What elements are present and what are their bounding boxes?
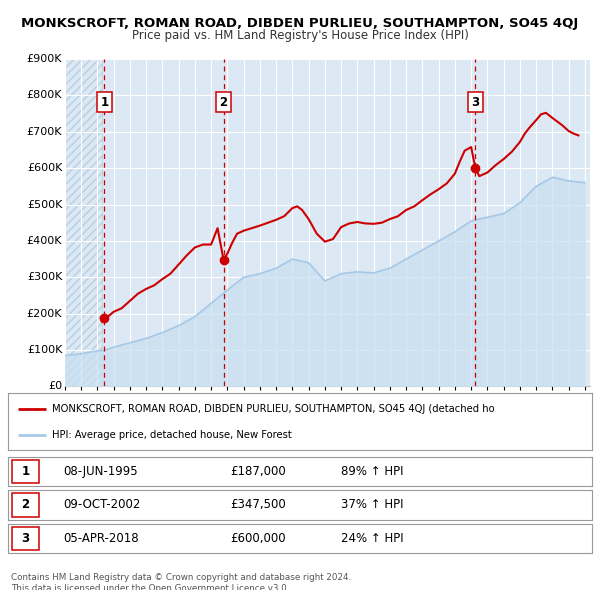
Text: £600K: £600K [27, 163, 62, 173]
FancyBboxPatch shape [13, 493, 39, 517]
FancyBboxPatch shape [13, 460, 39, 483]
Text: £100K: £100K [27, 345, 62, 355]
Text: 89% ↑ HPI: 89% ↑ HPI [341, 465, 403, 478]
FancyBboxPatch shape [13, 527, 39, 550]
Text: £900K: £900K [26, 54, 62, 64]
Text: £0: £0 [48, 382, 62, 391]
Text: £187,000: £187,000 [230, 465, 286, 478]
Text: 3: 3 [21, 532, 29, 545]
Text: 2: 2 [21, 499, 29, 512]
Text: 24% ↑ HPI: 24% ↑ HPI [341, 532, 404, 545]
Text: £500K: £500K [27, 199, 62, 209]
Text: 09-OCT-2002: 09-OCT-2002 [64, 499, 140, 512]
Text: £200K: £200K [26, 309, 62, 319]
Text: 1: 1 [21, 465, 29, 478]
Text: Price paid vs. HM Land Registry's House Price Index (HPI): Price paid vs. HM Land Registry's House … [131, 30, 469, 42]
Text: £400K: £400K [26, 236, 62, 246]
Text: MONKSCROFT, ROMAN ROAD, DIBDEN PURLIEU, SOUTHAMPTON, SO45 4QJ: MONKSCROFT, ROMAN ROAD, DIBDEN PURLIEU, … [22, 17, 578, 30]
Text: £347,500: £347,500 [230, 499, 286, 512]
Text: MONKSCROFT, ROMAN ROAD, DIBDEN PURLIEU, SOUTHAMPTON, SO45 4QJ (detached ho: MONKSCROFT, ROMAN ROAD, DIBDEN PURLIEU, … [52, 404, 494, 414]
Text: £600,000: £600,000 [230, 532, 286, 545]
Text: 2: 2 [220, 96, 227, 109]
Text: 37% ↑ HPI: 37% ↑ HPI [341, 499, 403, 512]
Text: 3: 3 [472, 96, 479, 109]
Text: HPI: Average price, detached house, New Forest: HPI: Average price, detached house, New … [52, 431, 292, 440]
Text: £700K: £700K [26, 127, 62, 137]
Text: 08-JUN-1995: 08-JUN-1995 [64, 465, 138, 478]
Text: £800K: £800K [26, 90, 62, 100]
Text: Contains HM Land Registry data © Crown copyright and database right 2024.
This d: Contains HM Land Registry data © Crown c… [11, 573, 351, 590]
Bar [65, 59, 102, 386]
Bar [65, 59, 102, 386]
Text: 05-APR-2018: 05-APR-2018 [64, 532, 139, 545]
Text: 1: 1 [100, 96, 109, 109]
Text: £300K: £300K [27, 273, 62, 282]
